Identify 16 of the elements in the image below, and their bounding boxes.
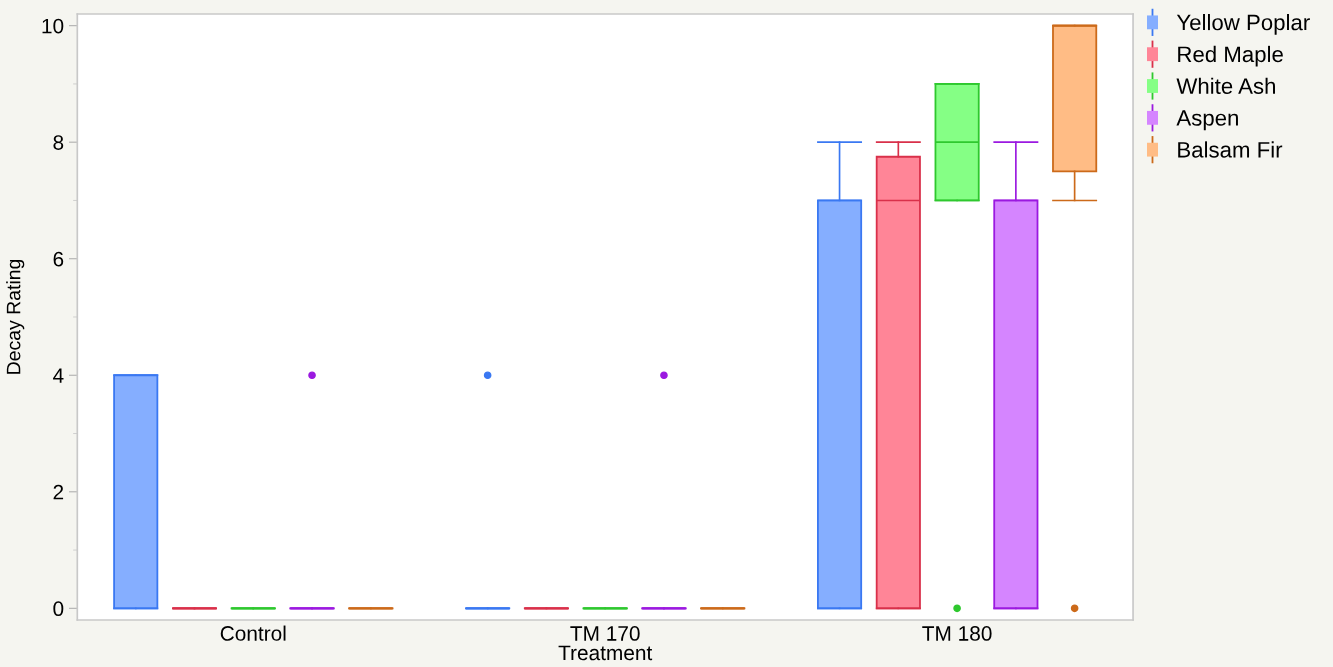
y-tick-label: 10 (42, 18, 64, 34)
legend-label: Yellow Poplar (1176, 14, 1310, 35)
legend-label: Aspen (1176, 110, 1238, 131)
y-tick-label: 0 (53, 601, 64, 617)
legend-label: Red Maple (1178, 45, 1283, 67)
y-tick-label: 6 (53, 251, 64, 267)
legend-label: White Ash (1176, 77, 1275, 94)
x-tick-label: Control (220, 625, 286, 641)
y-tick-label: 2 (53, 484, 64, 500)
x-tick-label: TM 180 (922, 626, 992, 641)
y-tick-label: 8 (53, 135, 64, 150)
legend-label: Balsam Fir (1178, 141, 1283, 158)
x-tick-label: TM 170 (570, 626, 640, 641)
y-tick-label: 4 (53, 368, 64, 383)
x-axis-title: Treatment (558, 645, 653, 661)
y-axis-title: Decay Rating (6, 259, 25, 374)
